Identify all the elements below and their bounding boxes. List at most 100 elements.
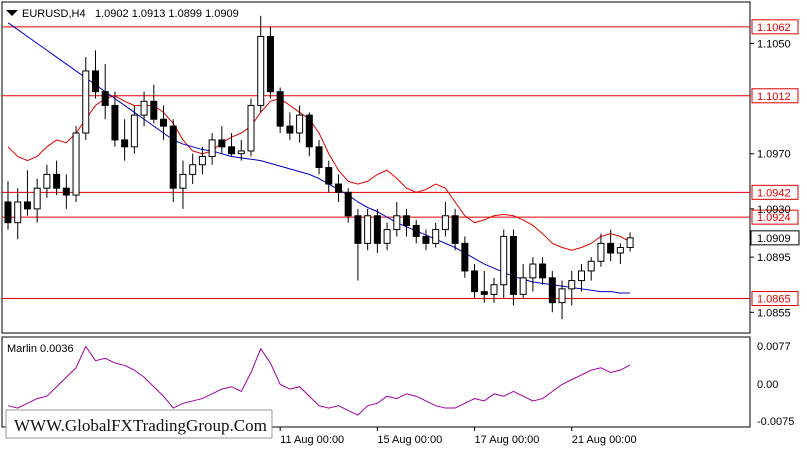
candle — [198, 146, 206, 175]
candle — [305, 112, 313, 157]
candle — [218, 126, 226, 154]
candle-body-bull — [43, 173, 51, 189]
candle-body-bear — [315, 146, 323, 168]
candle — [490, 277, 498, 303]
candle-body-bull — [587, 260, 595, 272]
osc-tick-top: 0.0077 — [757, 341, 791, 353]
candle-body-bull — [577, 270, 585, 282]
current-price-box — [750, 230, 800, 246]
candle — [344, 188, 352, 223]
candle — [14, 188, 22, 240]
candle-body-bull — [597, 242, 605, 262]
candle — [548, 270, 556, 313]
candle — [62, 174, 70, 209]
candle-body-bear — [325, 167, 333, 185]
candle-body-bull — [130, 114, 138, 148]
candle — [53, 160, 61, 196]
candle-body-bear — [286, 125, 294, 134]
candle — [266, 26, 274, 99]
candle — [130, 105, 138, 154]
candle-body-bear — [4, 201, 12, 224]
candle — [383, 222, 391, 251]
candle-body-bear — [160, 118, 168, 127]
candle-body-bear — [276, 91, 284, 127]
oscillator-line — [7, 345, 631, 416]
level-label: 1.0865 — [757, 294, 791, 306]
candle — [237, 139, 245, 161]
candle-body-bear — [334, 183, 342, 193]
candle — [509, 229, 517, 306]
candle — [334, 174, 342, 202]
candle-body-bull — [568, 280, 576, 290]
candle-body-bear — [91, 70, 99, 93]
candle — [257, 15, 265, 113]
candle — [43, 164, 51, 198]
candle-body-bull — [529, 263, 537, 279]
candle — [228, 133, 236, 157]
dropdown-arrow-icon[interactable] — [6, 10, 18, 16]
candle-body-bear — [451, 215, 459, 244]
price-pane — [1, 1, 751, 334]
candle-body-bull — [82, 70, 90, 134]
candle-body-bear — [509, 235, 517, 295]
candle — [276, 87, 284, 134]
candle-body-bear — [471, 270, 479, 293]
candle — [626, 232, 634, 252]
candle — [150, 84, 158, 124]
candle-body-bull — [189, 164, 197, 175]
candle-body-bull — [364, 215, 372, 244]
candle — [616, 243, 624, 265]
osc-tick-bottom: -0.0075 — [757, 416, 794, 428]
candle-body-bear — [23, 201, 31, 210]
current-price-label: 1.0909 — [757, 233, 791, 245]
level-label: 1.0924 — [757, 212, 791, 224]
candle-body-bull — [519, 277, 527, 295]
candle-body-bull — [179, 173, 187, 189]
candle — [500, 229, 508, 299]
candle — [247, 98, 255, 157]
candle — [558, 280, 566, 320]
candle — [286, 112, 294, 140]
candle-body-bear — [480, 291, 488, 295]
price-tick-label: 1.0970 — [757, 149, 791, 161]
candle — [179, 160, 187, 209]
level-label-box — [751, 19, 799, 35]
candle-body-bear — [305, 114, 313, 148]
time-axis-label: 17 Aug 00:00 — [475, 434, 540, 446]
candle — [82, 57, 90, 140]
time-axis-label: 21 Aug 00:00 — [572, 434, 637, 446]
level-label-box — [751, 184, 799, 200]
candle-body-bull — [626, 237, 634, 248]
candle — [461, 236, 469, 278]
candle — [160, 105, 168, 140]
candle — [587, 257, 595, 281]
candle-body-bear — [412, 224, 420, 237]
candle — [441, 201, 449, 237]
candle — [607, 229, 615, 262]
candle-body-bull — [33, 187, 41, 210]
candle-body-bull — [616, 246, 624, 254]
candle — [393, 201, 401, 237]
candle-body-bear — [461, 242, 469, 272]
candle — [539, 257, 547, 285]
candle — [354, 208, 362, 281]
watermark-text: WWW.GlobalFXTradingGroup.Com — [14, 416, 267, 435]
price-tick-label: 1.0930 — [757, 204, 791, 216]
candle-body-bull — [14, 201, 22, 224]
candle-body-bull — [296, 114, 304, 134]
candle-body-bear — [150, 100, 158, 120]
price-tick-label: 1.1050 — [757, 38, 791, 50]
candle — [597, 233, 605, 267]
candle — [471, 264, 479, 299]
level-label: 1.0942 — [757, 187, 791, 199]
candle-body-bull — [237, 150, 245, 155]
candle — [169, 119, 177, 202]
level-label-box — [751, 291, 799, 307]
candle — [101, 64, 109, 120]
level-label: 1.1062 — [757, 22, 791, 34]
candle — [373, 208, 381, 254]
candle-body-bull — [257, 35, 265, 106]
candle — [111, 91, 119, 147]
candle-body-bear — [169, 125, 177, 189]
candle-body-bear — [266, 35, 274, 93]
